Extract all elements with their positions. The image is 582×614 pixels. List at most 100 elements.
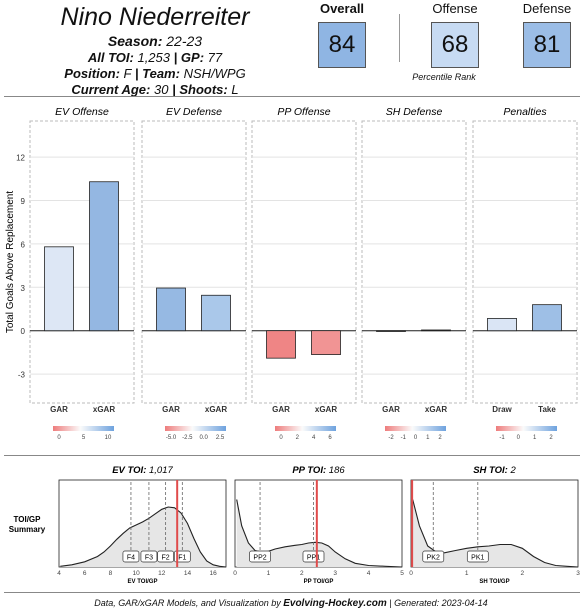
player-name: Nino Niederreiter: [60, 3, 250, 31]
scale-tick-label: 0: [57, 435, 61, 441]
x-tick-label: GAR: [162, 405, 180, 414]
panel-title: PP TOI: 186: [292, 465, 345, 476]
position-label: Position:: [64, 66, 120, 81]
team-label: Team:: [142, 66, 180, 81]
marker-box: [302, 550, 325, 563]
scale-tick-label: 4: [312, 435, 316, 441]
marker-box: [140, 550, 158, 563]
season-value: 22-23: [166, 33, 203, 49]
rating-divider: [399, 14, 400, 62]
title-label: EV TOI:: [112, 465, 149, 476]
y-tick-label: 3: [21, 284, 26, 293]
bar: [487, 317, 517, 332]
panel-frame: [472, 120, 578, 404]
panel-frame: [361, 120, 467, 404]
density-line: [60, 506, 227, 568]
marker-box: [122, 550, 140, 563]
rating-label: Overall: [319, 1, 365, 16]
x-tick-label: 0: [233, 570, 237, 577]
team-value: NSH/WPG: [183, 66, 246, 81]
bar: [266, 330, 296, 359]
x-tick-label: GAR: [382, 405, 400, 414]
marker-label: PP2: [253, 555, 266, 562]
x-tick-label: 8: [109, 570, 113, 577]
x-tick-label: GAR: [50, 405, 68, 414]
marker-label: PP1: [307, 555, 320, 562]
scale-tick-label: 2.5: [216, 435, 225, 441]
gp-label: GP:: [180, 50, 205, 65]
age-value: 30: [153, 82, 169, 97]
row-label: Summary: [9, 525, 46, 534]
rating-overall: Overall 84: [312, 0, 372, 68]
panel-title: EV Offense: [55, 106, 109, 118]
y-tick-label: 6: [21, 240, 26, 249]
x-tick-label: 3: [333, 570, 337, 577]
x-axis-label: PP TOI/GP: [304, 579, 334, 585]
marker-box: [249, 550, 271, 563]
bar: [156, 287, 186, 332]
toi-line: All TOI: 1,253 | GP: 77: [20, 50, 290, 66]
scale-tick-label: -1: [401, 435, 407, 441]
toi-value: 1,253: [137, 50, 171, 65]
marker-box: [466, 550, 489, 563]
rating-box: 68: [431, 22, 479, 68]
title-label: PP TOI:: [292, 465, 328, 476]
x-tick-label: 1: [465, 570, 469, 577]
x-tick-label: xGAR: [93, 405, 115, 414]
color-scale-bar: [385, 426, 446, 431]
scale-tick-label: 2: [438, 435, 442, 441]
panel-frame: [251, 120, 357, 404]
x-tick-label: 12: [158, 570, 166, 577]
x-tick-label: 4: [57, 570, 61, 577]
panel-title: EV Defense: [166, 106, 222, 118]
x-tick-label: 1: [267, 570, 271, 577]
marker-label: F1: [178, 555, 186, 562]
bar: [44, 246, 74, 332]
y-tick-label: -3: [18, 371, 26, 380]
x-tick-label: GAR: [272, 405, 290, 414]
bar: [421, 329, 451, 332]
x-tick-label: 14: [184, 570, 192, 577]
scale-tick-label: 0: [517, 435, 521, 441]
player-header: Nino Niederreiter Season: 22-23 All TOI:…: [20, 0, 290, 98]
scale-tick-label: 1: [533, 435, 537, 441]
x-tick-label: 6: [83, 570, 87, 577]
x-tick-label: xGAR: [315, 405, 337, 414]
percentile-caption: Percentile Rank: [412, 72, 476, 82]
marker-label: PK1: [471, 555, 484, 562]
x-tick-label: Draw: [492, 405, 512, 414]
title-value: 186: [329, 465, 346, 476]
footer: Data, GAR/xGAR Models, and Visualization…: [0, 598, 582, 609]
title-label: SH TOI:: [473, 465, 510, 476]
separator: |: [173, 50, 178, 65]
separator: |: [172, 82, 176, 97]
toi-label: All TOI:: [87, 50, 134, 65]
age-line: Current Age: 30 | Shoots: L: [20, 82, 290, 98]
x-tick-label: 16: [210, 570, 218, 577]
row-label: TOI/GP: [14, 515, 42, 524]
color-scale-bar: [496, 426, 557, 431]
footer-brand: Evolving-Hockey.com: [283, 598, 387, 609]
x-axis-label: EV TOI/GP: [128, 579, 158, 585]
bar: [201, 294, 231, 332]
scale-tick-label: -2.5: [182, 435, 193, 441]
age-label: Current Age:: [71, 82, 151, 97]
rating-label: Offense: [432, 1, 478, 16]
color-scale-bar: [275, 426, 336, 431]
x-tick-label: xGAR: [205, 405, 227, 414]
marker-box: [173, 550, 191, 563]
x-tick-label: 3: [576, 570, 580, 577]
bar: [376, 330, 406, 332]
color-scale-bar: [165, 426, 226, 431]
marker-label: F3: [145, 555, 153, 562]
bar: [532, 304, 562, 332]
scale-tick-label: 0: [414, 435, 418, 441]
bar: [311, 330, 341, 355]
marker-label: PK2: [427, 555, 440, 562]
gp-value: 77: [207, 50, 223, 65]
title-value: 1,017: [149, 465, 173, 476]
header-divider: [4, 96, 580, 97]
color-scale-bar: [53, 426, 114, 431]
toi-divider: [4, 455, 580, 456]
